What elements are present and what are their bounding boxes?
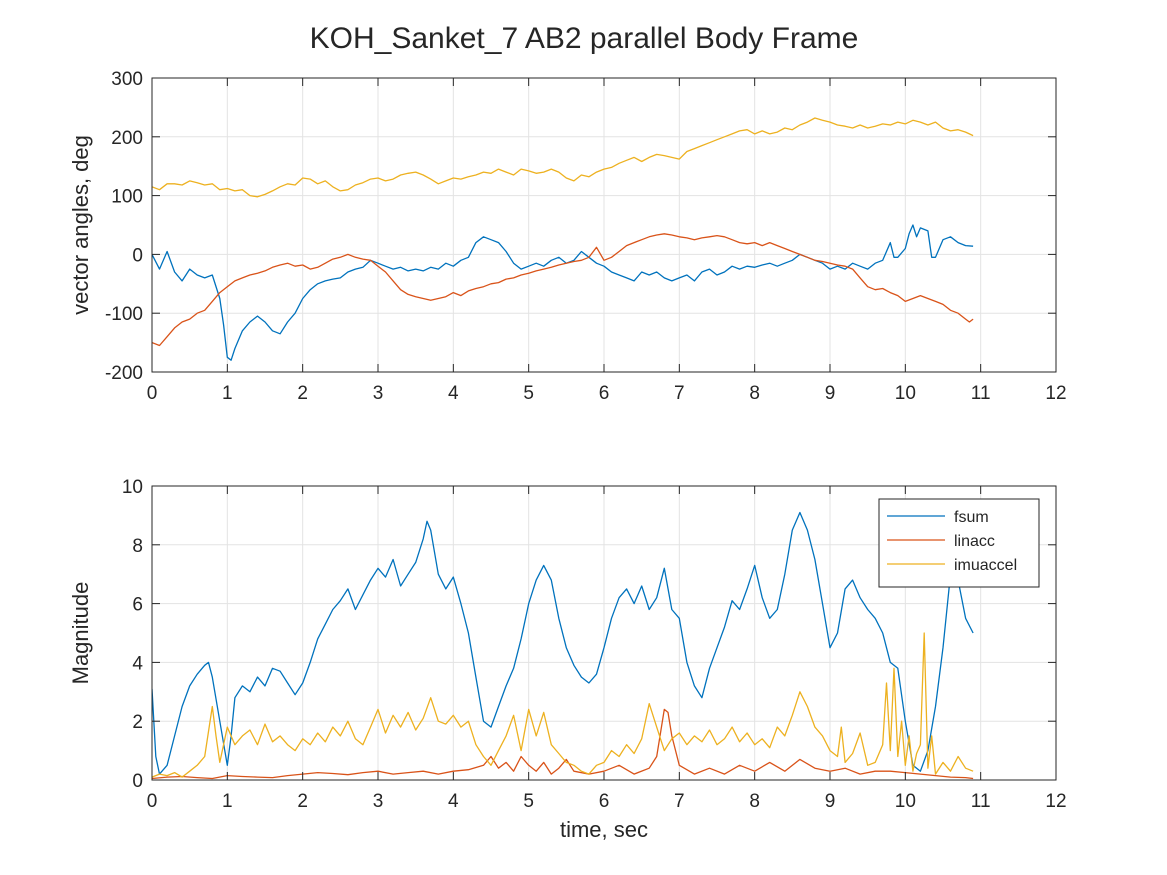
x-tick-label: 8 bbox=[749, 383, 760, 404]
series-line-series-2 bbox=[152, 233, 974, 347]
x-tick-label: 3 bbox=[373, 383, 384, 404]
series-line-linacc bbox=[152, 708, 974, 780]
x-tick-label: 11 bbox=[971, 383, 991, 404]
x-tick-label: 2 bbox=[297, 383, 308, 404]
x-tick-label: 0 bbox=[147, 791, 158, 812]
y-tick-label: 4 bbox=[132, 653, 143, 674]
y-tick-label: -100 bbox=[105, 304, 143, 325]
x-tick-label: 3 bbox=[373, 791, 384, 812]
legend-label-fsum: fsum bbox=[954, 509, 989, 526]
x-tick-label: 12 bbox=[1045, 791, 1066, 812]
x-tick-label: 4 bbox=[448, 791, 459, 812]
y-tick-label: -200 bbox=[105, 363, 143, 384]
x-tick-label: 6 bbox=[599, 791, 610, 812]
legend: fsum linacc imuaccel bbox=[878, 498, 1040, 588]
x-tick-label: 0 bbox=[147, 383, 158, 404]
y-tick-label: 8 bbox=[132, 536, 143, 557]
x-tick-label: 5 bbox=[523, 383, 534, 404]
x-tick-label: 6 bbox=[599, 383, 610, 404]
x-tick-label: 1 bbox=[222, 383, 233, 404]
x-tick-label: 5 bbox=[523, 791, 534, 812]
x-tick-label: 11 bbox=[971, 791, 991, 812]
y-axis-label: vector angles, deg bbox=[68, 135, 93, 315]
series-line-series-3 bbox=[152, 117, 974, 198]
x-tick-label: 8 bbox=[749, 791, 760, 812]
x-tick-label: 10 bbox=[895, 791, 916, 812]
x-tick-label: 4 bbox=[448, 383, 459, 404]
y-tick-label: 10 bbox=[122, 477, 143, 498]
x-axis-label: time, sec bbox=[560, 817, 648, 842]
y-tick-label: 6 bbox=[132, 595, 143, 616]
y-tick-label: 100 bbox=[111, 187, 143, 208]
y-axis-label: Magnitude bbox=[68, 582, 93, 685]
legend-label-imuaccel: imuaccel bbox=[954, 557, 1017, 574]
series-line-fsum bbox=[152, 511, 974, 775]
x-tick-label: 7 bbox=[674, 383, 685, 404]
series-group bbox=[152, 511, 974, 780]
x-tick-label: 2 bbox=[297, 791, 308, 812]
series-line-imuaccel bbox=[152, 632, 974, 778]
top-plot-angles: 0 1 2 3 4 5 6 7 8 9 10 11 12-200-1000100200300vector… bbox=[68, 69, 1067, 404]
y-tick-label: 300 bbox=[111, 69, 143, 90]
series-group bbox=[152, 117, 974, 361]
x-tick-label: 1 bbox=[222, 791, 233, 812]
y-tick-label: 0 bbox=[132, 245, 143, 266]
x-tick-label: 7 bbox=[674, 791, 685, 812]
y-tick-label: 200 bbox=[111, 128, 143, 149]
x-tick-label: 10 bbox=[895, 383, 916, 404]
legend-label-linacc: linacc bbox=[954, 533, 995, 550]
x-tick-label: 12 bbox=[1045, 383, 1066, 404]
x-tick-label: 9 bbox=[825, 383, 836, 404]
y-tick-label: 0 bbox=[132, 771, 143, 792]
x-tick-label: 9 bbox=[825, 791, 836, 812]
y-tick-label: 2 bbox=[132, 712, 143, 733]
figure-title: KOH_Sanket_7 AB2 parallel Body Frame bbox=[310, 22, 859, 55]
legend-box bbox=[878, 498, 1040, 588]
